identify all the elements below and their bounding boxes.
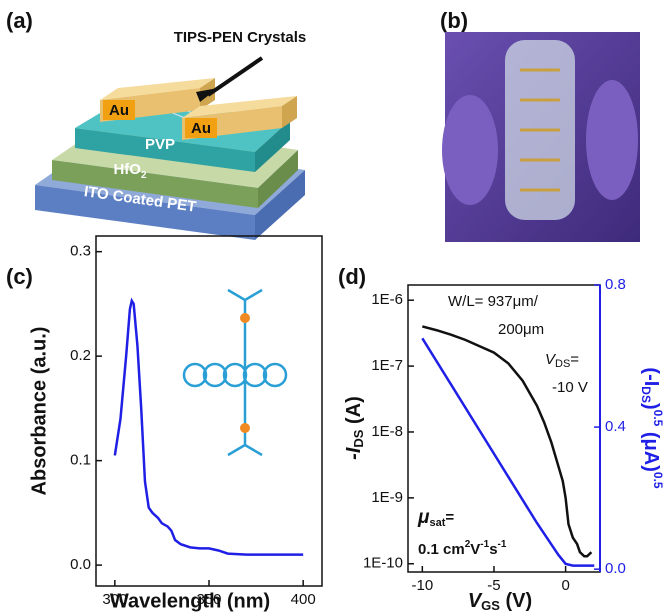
annotation: TIPS-PEN Crystals bbox=[174, 29, 307, 46]
y-tick-label: 1E-7 bbox=[371, 357, 403, 374]
y-tick-label: 0.0 bbox=[70, 556, 91, 573]
y-tick-label: 1E-6 bbox=[371, 291, 403, 308]
text-part: = bbox=[570, 351, 579, 368]
superscript: -1 bbox=[498, 539, 507, 550]
text-part: = bbox=[445, 509, 454, 526]
text-part: μ bbox=[417, 507, 430, 528]
superscript: 0.5 bbox=[651, 410, 664, 427]
text-part: V bbox=[470, 541, 480, 558]
annotation: VDS= bbox=[545, 351, 579, 370]
text-part: ) bbox=[640, 403, 662, 410]
subscript: DS bbox=[639, 386, 653, 403]
text-part: -I bbox=[343, 447, 365, 460]
y2-tick-label: 0.8 bbox=[605, 276, 626, 293]
panel-label: (b) bbox=[440, 8, 468, 33]
annotation: μsat= bbox=[417, 507, 454, 529]
x-tick-label: -10 bbox=[411, 577, 433, 594]
x-tick-label: -5 bbox=[487, 577, 500, 594]
photo bbox=[442, 32, 640, 242]
y2-tick-label: 0.0 bbox=[605, 560, 626, 577]
layer-label: PVP bbox=[145, 136, 175, 153]
plot-frame bbox=[96, 236, 322, 586]
data-line bbox=[422, 338, 594, 565]
y-tick-label: 1E-10 bbox=[363, 555, 403, 572]
y-tick-label: 1E-8 bbox=[371, 423, 403, 440]
y-tick-label: 0.3 bbox=[70, 243, 91, 260]
y-tick-label: 1E-9 bbox=[371, 489, 403, 506]
layer-label: Au bbox=[191, 120, 211, 137]
layer-label: Au bbox=[109, 102, 129, 119]
y-axis-title: -IDS (A) bbox=[343, 396, 366, 460]
x-axis-title: Wavelength (nm) bbox=[110, 590, 270, 612]
x-tick-label: 0 bbox=[561, 577, 569, 594]
figure: (a) (b) (c) (d) TIPS-PEN Crystals Au Au … bbox=[0, 0, 664, 615]
text-part: (A) bbox=[343, 396, 365, 429]
annotation: W/L= 937μm/ bbox=[448, 293, 539, 310]
superscript: 0.5 bbox=[651, 472, 664, 489]
y2-axis-title: (-IDS)0.5 (μA)0.5 bbox=[639, 367, 664, 488]
text-part: s bbox=[489, 541, 497, 558]
x-tick-label: 300 bbox=[102, 591, 127, 608]
y2-tick-label: 0.4 bbox=[605, 418, 626, 435]
panel-label: (c) bbox=[6, 264, 33, 289]
subscript: DS bbox=[351, 429, 366, 447]
panel-label: (d) bbox=[338, 264, 366, 289]
subscript: sat bbox=[429, 517, 445, 529]
subscript: GS bbox=[481, 598, 500, 613]
annotation: 200μm bbox=[498, 321, 544, 338]
y-tick-label: 0.1 bbox=[70, 452, 91, 469]
text-part: 0.1 cm bbox=[418, 541, 465, 558]
data-line bbox=[115, 301, 303, 555]
text-part: (μA) bbox=[640, 426, 662, 472]
annotation: 0.1 cm2V-1s-1 bbox=[418, 539, 507, 558]
x-tick-label: 400 bbox=[291, 591, 316, 608]
subscript: 2 bbox=[141, 170, 147, 181]
annotation: -10 V bbox=[552, 379, 588, 396]
subscript: DS bbox=[555, 358, 570, 370]
molecule-inset bbox=[184, 290, 286, 455]
panel-label: (a) bbox=[6, 8, 33, 33]
text-part: (V) bbox=[500, 590, 532, 612]
x-tick-label: 350 bbox=[196, 591, 221, 608]
y-axis-title: Absorbance (a.u.) bbox=[28, 327, 50, 496]
text-part: (-I bbox=[640, 367, 662, 386]
y-tick-label: 0.2 bbox=[70, 347, 91, 364]
text-part: HfO bbox=[113, 161, 141, 178]
